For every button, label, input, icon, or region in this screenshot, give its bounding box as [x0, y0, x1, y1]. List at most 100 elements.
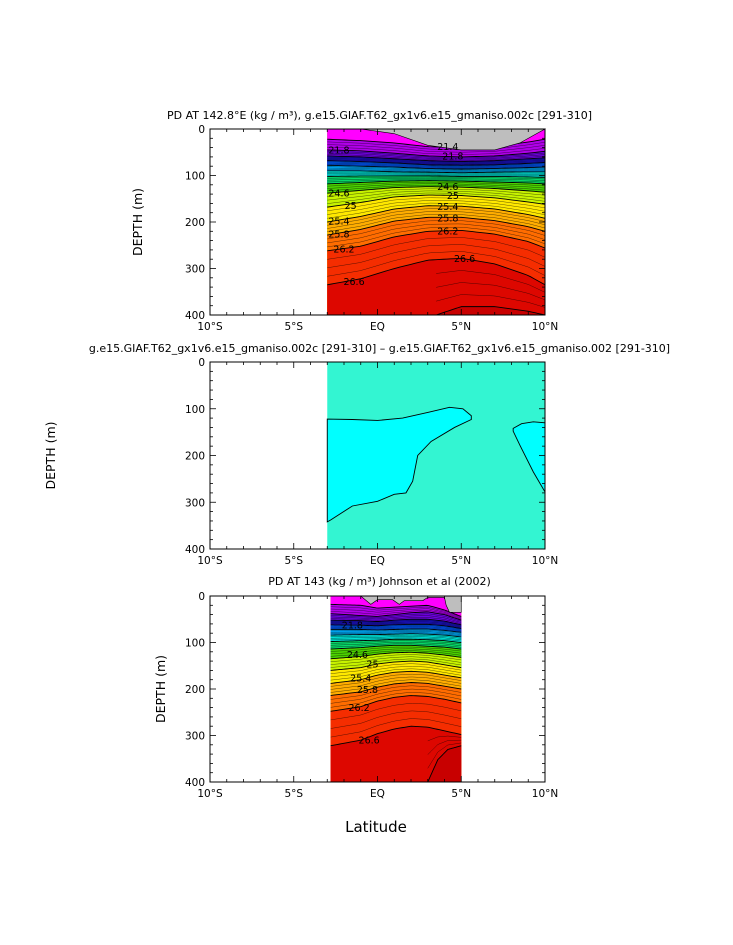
isopycnal-line [435, 306, 546, 316]
contour-label: 21.4 [437, 142, 458, 153]
x-tick-label: 10°N [532, 788, 558, 800]
contour-line [330, 650, 462, 657]
isopycnal-line [327, 149, 546, 158]
contour-label: 25.4 [437, 202, 458, 213]
contour-line [327, 144, 546, 153]
contour-line [327, 208, 546, 226]
contour-line [327, 197, 546, 212]
panel-1: PD AT 142.8°E (kg / m³), g.e15.GIAF.T62_… [130, 109, 592, 333]
y-tick-label: 200 [185, 684, 205, 696]
contour-line [330, 718, 462, 738]
isopycnal-line [327, 194, 546, 208]
y-axis-label: DEPTH (m) [153, 655, 168, 723]
y-tick-label: 0 [198, 591, 205, 603]
contour-line [330, 622, 462, 628]
contour-line [436, 282, 546, 301]
contour-label: 26.6 [343, 277, 364, 288]
contour-line [330, 608, 462, 619]
contour-line [330, 703, 462, 721]
isopycnal-line [327, 180, 546, 185]
isopycnal-line [330, 682, 462, 696]
y-tick-label: 100 [185, 171, 205, 183]
x-tick-label: 5°S [284, 788, 303, 800]
isopycnal-line [327, 229, 546, 252]
isopycnal-line [330, 628, 462, 633]
contour-line [330, 673, 462, 687]
contour-label: 26.6 [454, 254, 475, 265]
contour-line [327, 158, 546, 164]
x-tick-label: 10°S [197, 321, 223, 333]
isopycnal-line [330, 618, 462, 626]
y-tick-label: 400 [185, 544, 205, 556]
contour-line [327, 183, 546, 189]
contour-line [330, 676, 462, 690]
contour-line [327, 178, 546, 181]
isopycnal-line [327, 186, 546, 194]
contour-line [330, 710, 462, 729]
panel-3: PD AT 143 (kg / m³) Johnson et al (2002)… [153, 575, 558, 800]
contour-line [330, 688, 462, 704]
contour-label: 25.4 [350, 673, 371, 684]
contour-line [327, 184, 546, 192]
contour-line [327, 166, 546, 171]
contour-line [327, 161, 546, 167]
x-tick-label: 10°N [532, 321, 558, 333]
contour-line [330, 626, 462, 631]
contour-line [330, 632, 462, 636]
contour-line [436, 294, 546, 308]
x-tick-label: 5°N [451, 788, 471, 800]
isopycnal-line [327, 160, 546, 166]
contour-line [327, 188, 546, 197]
contour-line [330, 627, 462, 632]
panel-title: g.e15.GIAF.T62_gx1v6.e15_gmaniso.002c [2… [89, 342, 670, 355]
contour-line [330, 658, 462, 668]
difference-region [326, 406, 472, 523]
contour-label: 26.6 [359, 736, 380, 747]
contour-line [330, 637, 462, 642]
isopycnal-line [427, 745, 462, 783]
contour-line [330, 620, 462, 626]
contour-line [330, 631, 462, 635]
density-band [436, 306, 545, 315]
isopycnal-line [330, 633, 462, 638]
contour-label: 21.8 [328, 145, 349, 156]
contour-line [327, 174, 546, 177]
contour-line [330, 668, 462, 681]
contour-line [330, 621, 462, 627]
y-tick-label: 300 [185, 264, 205, 276]
contour-label: 25.8 [437, 213, 458, 224]
density-band [330, 726, 462, 782]
contour-label: 26.2 [333, 244, 354, 255]
contour-line [330, 643, 462, 648]
contour-label: 26.2 [348, 703, 369, 714]
contour-line [330, 656, 462, 665]
contour-line [330, 617, 462, 624]
contour-label: 24.6 [328, 189, 349, 200]
contour-line [327, 167, 546, 172]
contour-line [330, 640, 462, 645]
y-tick-label: 300 [185, 731, 205, 743]
isopycnal-line [327, 170, 545, 174]
x-tick-label: 5°N [451, 321, 471, 333]
contour-line [330, 615, 462, 623]
contour-line [330, 636, 462, 640]
contour-line [330, 642, 462, 646]
contour-line [327, 220, 546, 240]
contour-line [330, 606, 462, 618]
contour-line [327, 223, 546, 244]
panel-2: g.e15.GIAF.T62_gx1v6.e15_gmaniso.002c [2… [43, 342, 670, 567]
contour-label: 25 [366, 659, 378, 670]
x-tick-label: 5°S [284, 555, 303, 567]
contour-line [427, 735, 462, 742]
isopycnal-line [327, 164, 546, 170]
contour-line [436, 270, 546, 293]
panel-title: PD AT 143 (kg / m³) Johnson et al (2002) [268, 575, 491, 588]
contour-line [327, 159, 546, 165]
y-tick-label: 400 [185, 777, 205, 789]
y-tick-label: 100 [185, 638, 205, 650]
contour-line [327, 244, 546, 269]
contour-line [330, 613, 462, 622]
x-tick-label: EQ [370, 788, 385, 800]
contour-line [327, 176, 546, 180]
isopycnal-line [330, 725, 462, 747]
